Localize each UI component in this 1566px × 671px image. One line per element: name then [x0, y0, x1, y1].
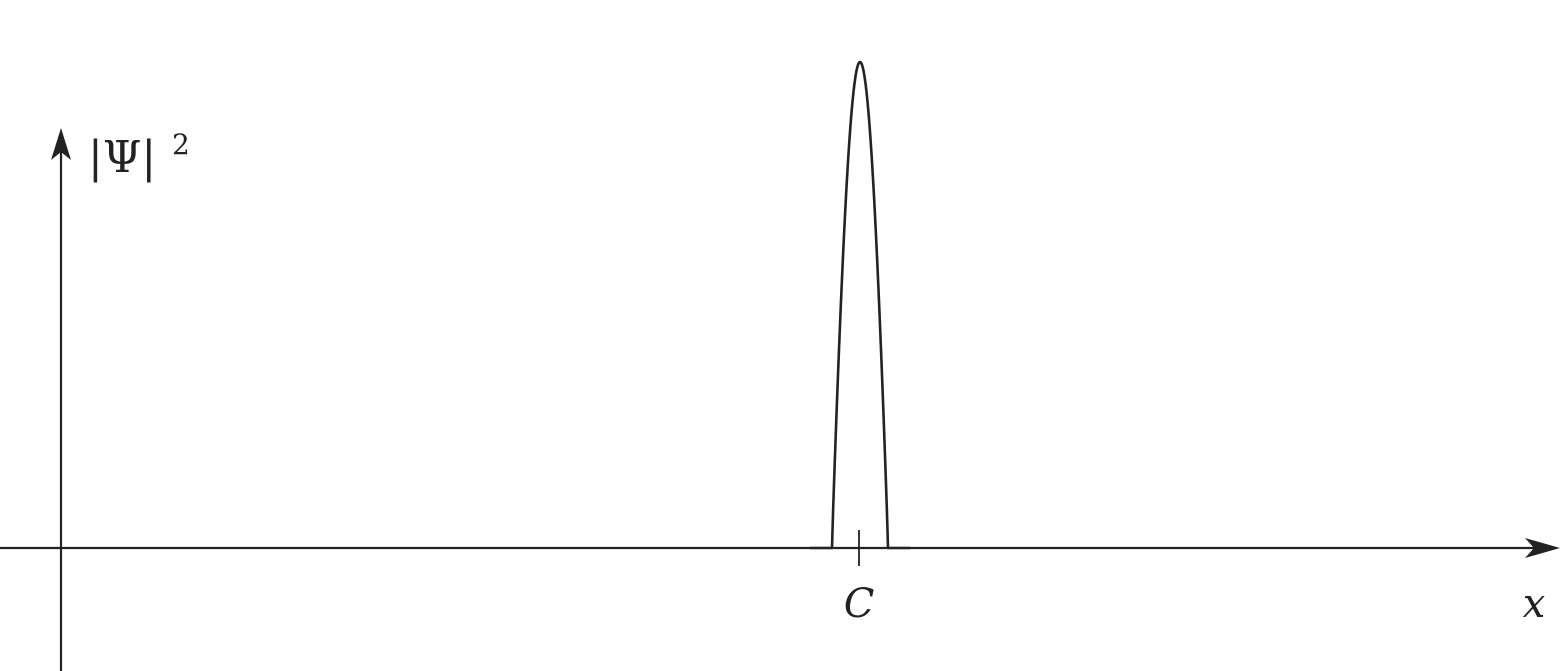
- y-axis-label: |Ψ|: [88, 132, 156, 183]
- peak-position-label: C: [844, 581, 875, 627]
- probability-density-curve: [810, 60, 910, 550]
- x-axis-label: x: [1523, 581, 1546, 627]
- y-axis-label-exponent: 2: [172, 128, 190, 161]
- x-axis-arrowhead: [1525, 538, 1560, 558]
- y-axis-arrowhead: [51, 128, 71, 160]
